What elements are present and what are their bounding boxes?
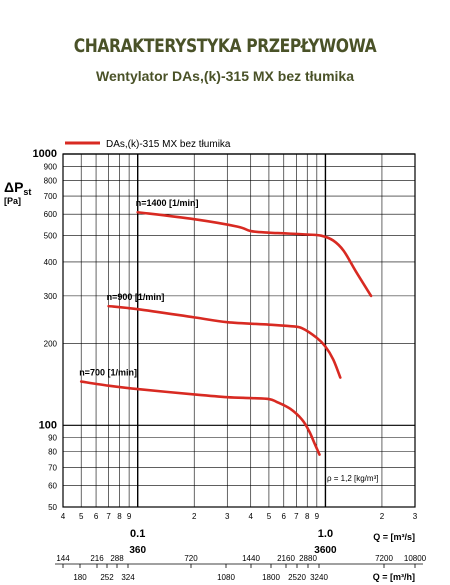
axis-labels: 50 60 70 80 90 100 200 300 400 500 600 700 800 900 100… [4, 139, 427, 582]
x-tick-label: 7 [294, 512, 299, 521]
y-tick-label: 400 [44, 258, 58, 267]
x-tick-label: 2 [192, 512, 197, 521]
y-tick-label: 80 [48, 448, 57, 457]
grid-lines [55, 153, 423, 568]
x-tick-label: 5 [267, 512, 272, 521]
legend-label: DAs,(k)-315 MX bez tłumika [106, 139, 231, 150]
x-tick-label: 8 [117, 512, 122, 521]
x-tick-label: 2 [380, 512, 385, 521]
series-label: n=900 [1/min] [107, 292, 165, 302]
y-axis-unit: [Pa] [4, 196, 21, 206]
y-tick-label: 90 [48, 434, 57, 443]
y-tick-label: 100 [39, 419, 57, 431]
m3h-upper-label: 2160 [277, 554, 295, 563]
series-label: n=700 [1/min] [79, 368, 137, 378]
m3h-lower-label: 2520 [288, 573, 306, 582]
performance-curves [79, 210, 373, 456]
m3h-lower-label: 3240 [310, 573, 328, 582]
series-curve [136, 210, 373, 298]
m3h-lower-label: 1080 [217, 573, 235, 582]
m3h-lower-label: 252 [100, 573, 114, 582]
y-tick-label: 50 [48, 503, 57, 512]
x-tick-label: 9 [127, 512, 132, 521]
plot-frame [62, 153, 416, 508]
m3h-upper-label: 216 [90, 554, 104, 563]
y-tick-label: 600 [44, 210, 58, 219]
y-tick-label: 300 [44, 292, 58, 301]
chart-title: CHARAKTERYSTYKA PRZEPŁYWOWA [73, 35, 377, 57]
y-tick-label: 60 [48, 482, 57, 491]
m3h-upper-label: 720 [184, 554, 198, 563]
x-tick-label: 3 [413, 512, 418, 521]
y-axis-label: ΔPst [4, 179, 31, 197]
y-tick-label: 700 [44, 192, 58, 201]
chart-subtitle: Wentylator DAs,(k)-315 MX bez tłumika [95, 68, 355, 84]
m3h-upper-label: 2880 [299, 554, 317, 563]
m3h-lower-label: 324 [121, 573, 135, 582]
m3h-upper-label: 144 [56, 554, 70, 563]
x-tick-label: 9 [315, 512, 320, 521]
x-axis-unit-m3h: Q = [m³/h] [373, 572, 415, 582]
m3h-upper-label: 1440 [242, 554, 260, 563]
x-major-m3h-label: 360 [129, 545, 146, 556]
m3h-upper-label: 288 [110, 554, 124, 563]
x-tick-label: 5 [79, 512, 84, 521]
y-tick-label: 1000 [33, 148, 57, 160]
m3h-lower-label: 1800 [262, 573, 280, 582]
y-tick-label: 900 [44, 162, 58, 171]
x-axis-unit-m3s: Q = [m³/s] [373, 532, 415, 542]
y-axis-label-sub: st [23, 187, 31, 197]
y-tick-label: 70 [48, 463, 57, 472]
x-major-tick-label: 0.1 [130, 528, 145, 540]
x-major-tick-label: 1.0 [318, 528, 333, 540]
density-annotation: ρ = 1,2 [kg/m³] [327, 474, 378, 483]
x-tick-label: 6 [282, 512, 287, 521]
m3h-upper-label: 10800 [404, 554, 427, 563]
m3h-upper-label: 7200 [375, 554, 393, 563]
series-curve [107, 304, 342, 379]
x-tick-label: 6 [94, 512, 99, 521]
y-tick-label: 500 [44, 232, 58, 241]
y-tick-label: 200 [44, 340, 58, 349]
x-tick-label: 7 [106, 512, 111, 521]
series-curve [79, 380, 321, 456]
series-label: n=1400 [1/min] [136, 198, 199, 208]
x-tick-label: 8 [305, 512, 310, 521]
x-major-m3h-label: 3600 [314, 545, 337, 556]
x-tick-label: 3 [225, 512, 230, 521]
m3h-lower-label: 180 [73, 573, 87, 582]
y-tick-label: 800 [44, 176, 58, 185]
x-tick-label: 4 [61, 512, 66, 521]
x-tick-label: 4 [249, 512, 254, 521]
